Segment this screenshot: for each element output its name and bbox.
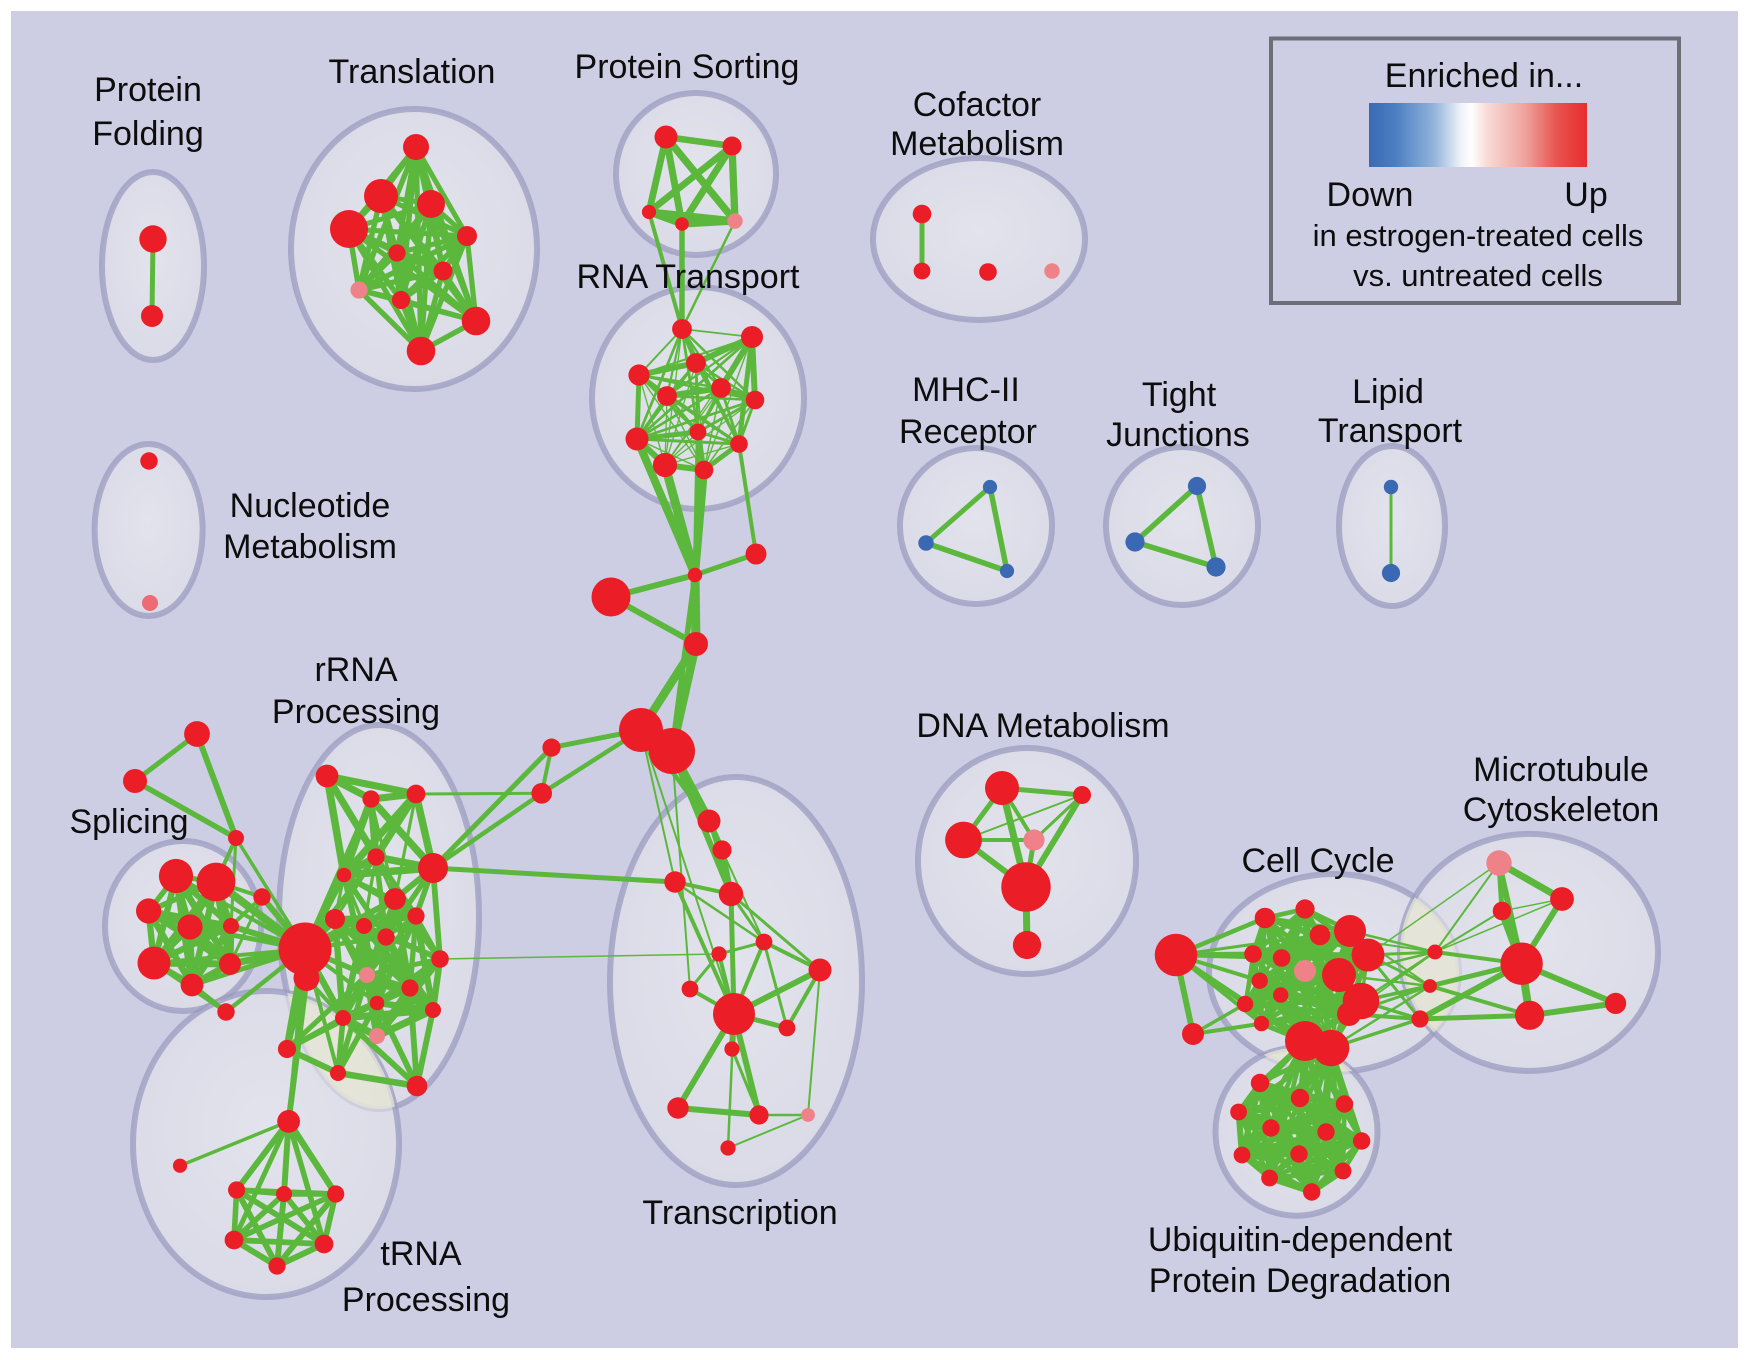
svg-text:Cofactor: Cofactor [913,86,1042,124]
svg-text:rRNA: rRNA [314,651,397,689]
svg-text:Splicing: Splicing [69,803,188,841]
svg-text:in estrogen-treated cells: in estrogen-treated cells [1313,218,1644,253]
svg-text:Microtubule: Microtubule [1473,751,1649,789]
svg-text:Up: Up [1564,176,1607,214]
svg-text:Nucleotide: Nucleotide [230,487,391,525]
svg-text:DNA Metabolism: DNA Metabolism [916,707,1169,745]
svg-text:Translation: Translation [329,53,496,91]
svg-text:Junctions: Junctions [1106,416,1250,454]
svg-text:Enriched in...: Enriched in... [1385,57,1583,95]
svg-text:Metabolism: Metabolism [890,125,1064,163]
svg-text:Lipid: Lipid [1352,373,1424,411]
svg-text:Receptor: Receptor [899,413,1037,451]
svg-text:Folding: Folding [92,115,204,153]
svg-text:Metabolism: Metabolism [223,528,397,566]
svg-text:tRNA: tRNA [380,1235,462,1273]
svg-text:vs. untreated cells: vs. untreated cells [1353,258,1603,293]
svg-text:Cytoskeleton: Cytoskeleton [1463,791,1660,829]
svg-text:Protein Sorting: Protein Sorting [575,48,800,86]
svg-text:MHC-II: MHC-II [912,371,1020,409]
svg-text:Down: Down [1327,176,1414,214]
svg-text:Processing: Processing [342,1281,510,1319]
svg-text:Protein: Protein [94,71,202,109]
svg-text:Ubiquitin-dependent: Ubiquitin-dependent [1148,1221,1453,1259]
svg-text:Transport: Transport [1318,412,1463,450]
svg-text:Transcription: Transcription [642,1194,837,1232]
svg-text:Protein Degradation: Protein Degradation [1149,1262,1451,1300]
svg-text:Processing: Processing [272,693,440,731]
svg-text:Tight: Tight [1142,376,1217,414]
svg-text:RNA Transport: RNA Transport [577,258,801,296]
svg-text:Cell Cycle: Cell Cycle [1241,842,1394,880]
